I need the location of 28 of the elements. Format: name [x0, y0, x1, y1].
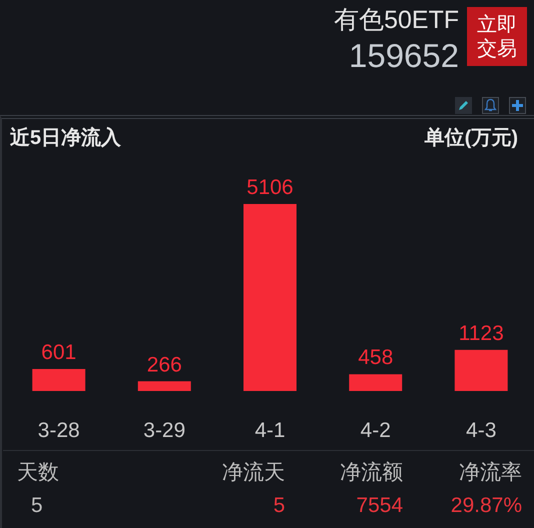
x-tick-label: 3-28 [38, 419, 80, 442]
text: 有色50ETF [334, 5, 459, 36]
data-label: 458 [358, 346, 394, 370]
text: 净流额 [340, 460, 403, 486]
x-tick-label: 4-2 [360, 419, 391, 442]
text: 7554 [356, 493, 403, 519]
text: 天数 [17, 460, 59, 486]
data-label: 1123 [458, 322, 504, 345]
text: 5 [31, 493, 43, 519]
x-tick-label: 4-3 [466, 419, 496, 442]
data-label: 601 [41, 340, 76, 364]
text: 5 [273, 493, 285, 519]
text: 159652 [348, 37, 459, 75]
x-tick-label: 3-29 [143, 419, 186, 442]
bar [32, 368, 86, 391]
chart-title: 近5日净流入 [10, 126, 122, 150]
bar [454, 350, 508, 391]
text: 净流天 [222, 460, 285, 486]
data-label: 266 [146, 353, 182, 376]
text: 29.87% [450, 493, 522, 519]
text: 净流率 [459, 460, 522, 486]
trade-button: 立即交易 [467, 7, 527, 66]
y-axis-title: 单位(万元) [424, 126, 518, 150]
bar [244, 204, 296, 391]
x-tick-label: 4-1 [254, 419, 286, 442]
data-label: 5106 [246, 176, 294, 199]
bar [349, 374, 402, 391]
bar [138, 381, 191, 391]
